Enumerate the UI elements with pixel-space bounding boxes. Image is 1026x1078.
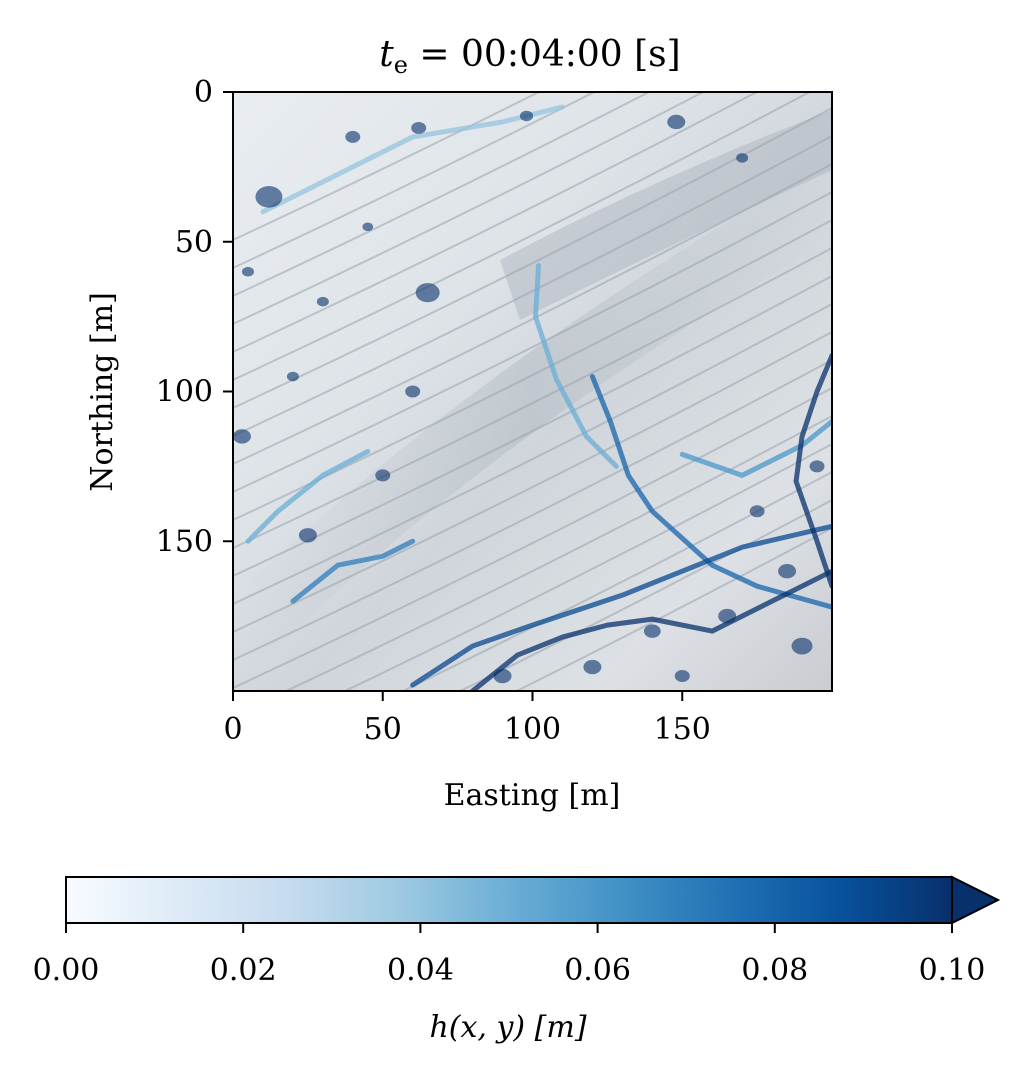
water-pond	[298, 528, 317, 543]
water-pond	[241, 266, 254, 277]
water-pond	[674, 670, 690, 683]
water-channel	[679, 418, 832, 478]
water-pond	[809, 460, 825, 473]
water-channel	[245, 448, 371, 544]
x-axis: 0 50 100 150	[223, 691, 711, 747]
water-channel	[290, 538, 416, 604]
water-channel	[589, 374, 832, 610]
y-tick-label: 100	[156, 375, 213, 410]
y-axis-label: Northing [m]	[85, 292, 120, 492]
colorbar-tick-label: 0.10	[919, 953, 986, 988]
water-pond	[411, 121, 427, 134]
water-channel	[410, 523, 832, 688]
y-tick-label: 150	[156, 524, 213, 559]
colorbar-gradient	[66, 877, 952, 923]
water-pond	[791, 637, 813, 655]
x-tick-label: 150	[654, 712, 711, 747]
x-tick-label: 0	[223, 712, 242, 747]
colorbar: 0.00 0.02 0.04 0.06 0.08 0.10	[33, 875, 1001, 988]
water-pond	[415, 283, 440, 303]
water-pond	[778, 564, 797, 579]
water-pond	[362, 222, 374, 232]
colorbar-extend-arrow	[951, 875, 1001, 925]
water-pond	[493, 668, 512, 684]
colorbar-label: h(x, y) [m]	[429, 1010, 586, 1045]
water-pond	[375, 469, 391, 482]
water-channel	[470, 568, 832, 691]
x-axis-label: Easting [m]	[444, 778, 621, 813]
water-channel	[793, 353, 832, 589]
water-pond	[345, 130, 361, 143]
water-pond	[643, 624, 661, 638]
terrain-image	[233, 92, 832, 691]
water-pond	[233, 429, 251, 444]
colorbar-tick-label: 0.02	[210, 953, 277, 988]
water-pond	[405, 385, 421, 398]
water-pond	[667, 114, 686, 130]
water-pond	[519, 110, 534, 122]
water-pond	[749, 505, 765, 518]
y-axis: 0 50 100 150	[156, 75, 233, 559]
water-pond	[286, 371, 299, 382]
colorbar-tick-label: 0.04	[387, 953, 454, 988]
y-tick-label: 0	[194, 75, 213, 110]
water-channel	[532, 263, 619, 469]
x-tick-label: 100	[504, 712, 561, 747]
water-pond	[316, 296, 329, 307]
y-tick-label: 50	[175, 225, 213, 260]
x-tick-label: 50	[364, 712, 402, 747]
colorbar-frame	[65, 876, 953, 924]
colorbar-tick-label: 0.06	[564, 953, 631, 988]
chart-title: te = 00:04:00 [s]	[379, 34, 680, 79]
water-pond	[718, 608, 737, 624]
colorbar-tick-label: 0.08	[741, 953, 808, 988]
water-pond	[736, 153, 749, 163]
water-pond	[255, 186, 283, 208]
colorbar-tick-label: 0.00	[33, 953, 100, 988]
water-pond	[583, 659, 602, 675]
